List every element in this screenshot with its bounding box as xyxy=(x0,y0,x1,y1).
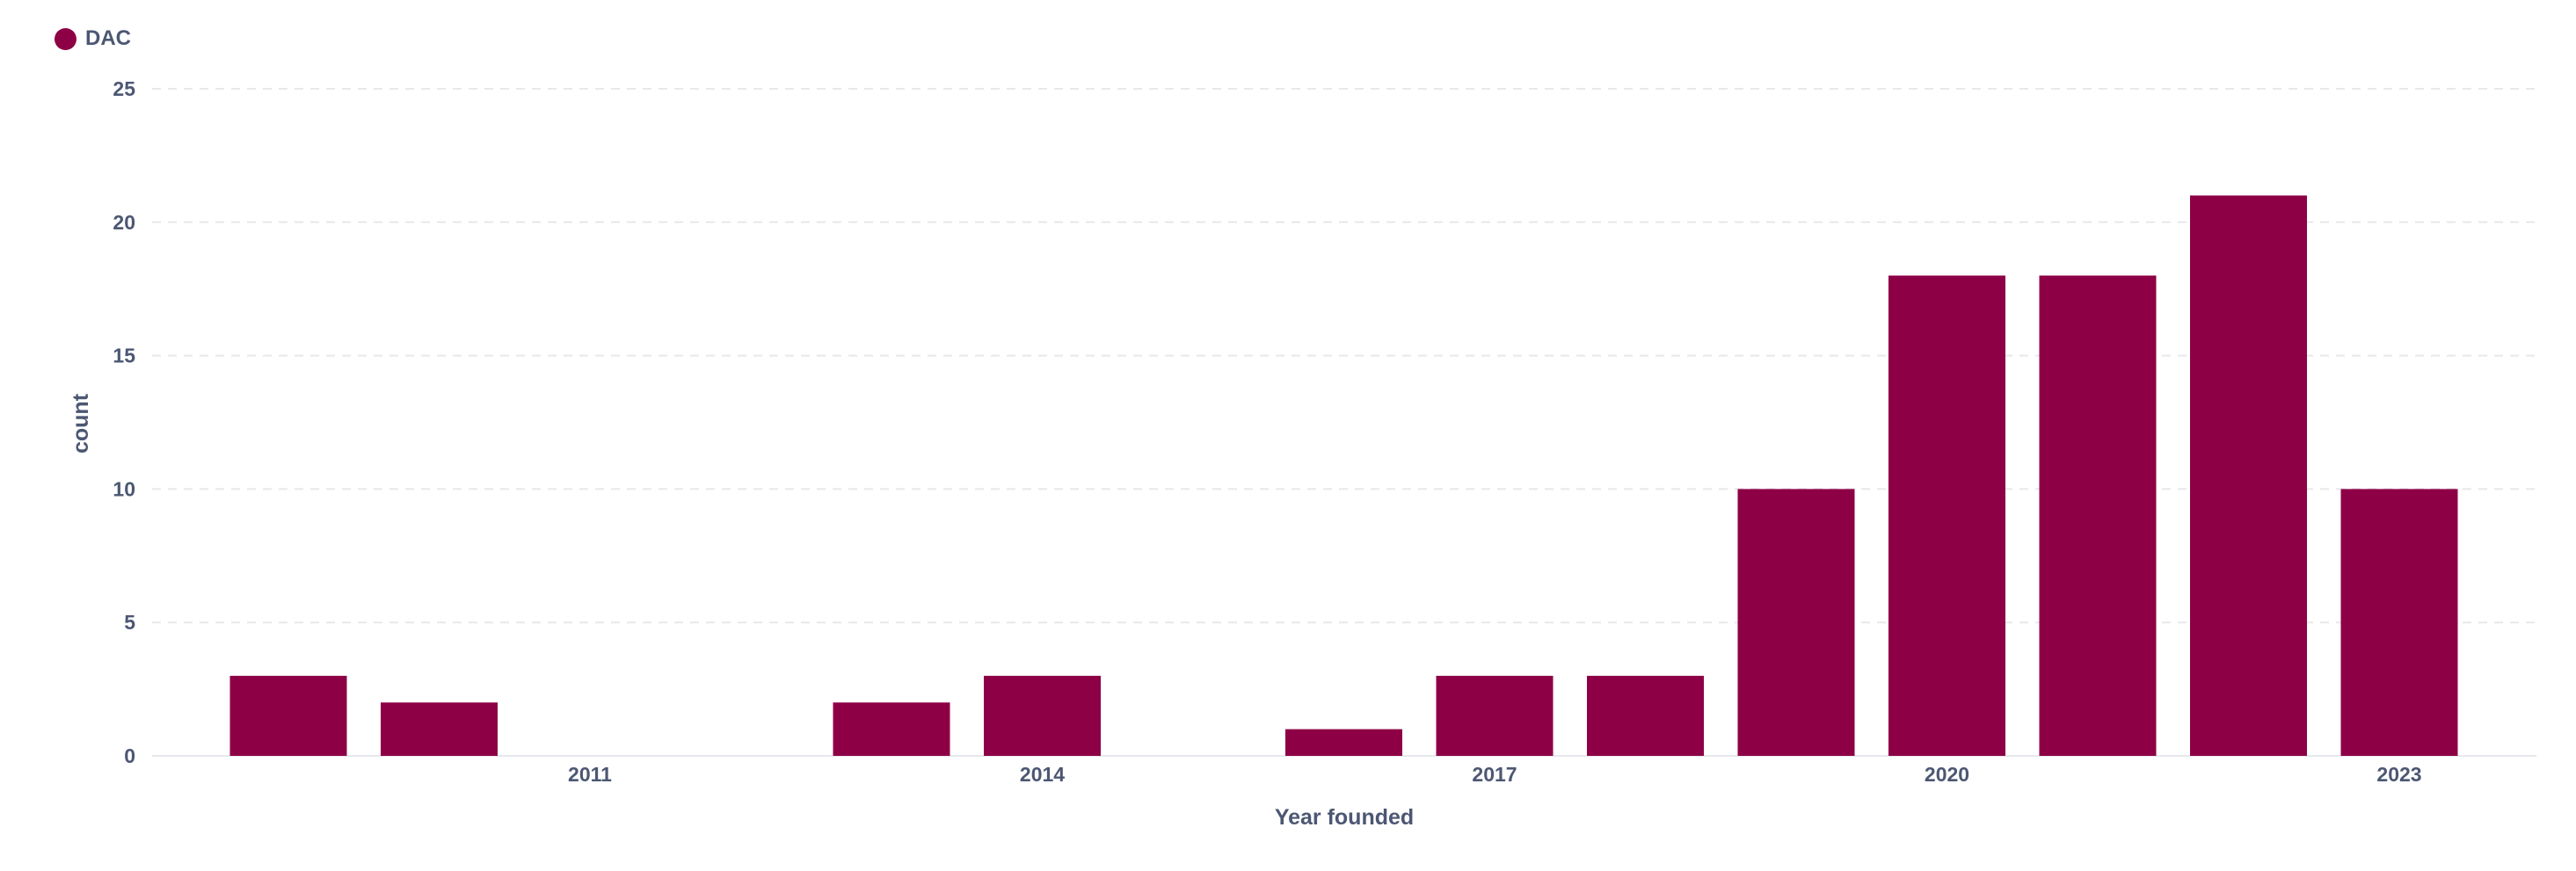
x-tick-label: 2017 xyxy=(1472,763,1517,786)
x-axis-ticks: 2011 2014 2017 2020 2023 xyxy=(568,763,2422,786)
bar-2023[interactable] xyxy=(2340,489,2458,756)
bar-2018[interactable] xyxy=(1587,675,1704,756)
bar-2009[interactable] xyxy=(229,675,347,756)
x-axis-title: Year founded xyxy=(1275,805,1414,830)
y-tick-label: 10 xyxy=(113,477,135,500)
x-tick-label: 2011 xyxy=(568,763,612,786)
y-tick-label: 5 xyxy=(124,611,135,634)
legend-swatch-dac xyxy=(55,27,76,50)
legend[interactable]: DAC xyxy=(55,26,131,51)
x-tick-label: 2023 xyxy=(2376,763,2421,786)
y-axis-title: count xyxy=(69,393,93,454)
x-tick-label: 2020 xyxy=(1925,763,1969,786)
bar-2022[interactable] xyxy=(2190,195,2307,756)
bar-2014[interactable] xyxy=(984,675,1101,756)
bar-2017[interactable] xyxy=(1436,675,1554,756)
y-tick-label: 0 xyxy=(124,744,135,767)
x-tick-label: 2014 xyxy=(1020,763,1065,786)
y-tick-label: 20 xyxy=(113,211,135,234)
y-tick-label: 25 xyxy=(113,77,135,100)
gridlines xyxy=(152,88,2536,757)
bar-2020[interactable] xyxy=(1888,275,2005,756)
bar-2013[interactable] xyxy=(833,702,950,756)
bars xyxy=(229,195,2458,756)
y-tick-label: 15 xyxy=(113,345,135,367)
bar-2019[interactable] xyxy=(1737,489,1855,756)
y-axis-ticks: 0 5 10 15 20 25 xyxy=(113,77,135,767)
bar-2016[interactable] xyxy=(1285,729,1402,756)
bar-2021[interactable] xyxy=(2039,275,2157,756)
legend-label-dac: DAC xyxy=(85,26,131,50)
bar-2010[interactable] xyxy=(381,702,498,756)
